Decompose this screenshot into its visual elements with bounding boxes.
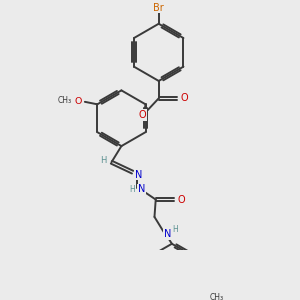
Text: H: H bbox=[100, 157, 107, 166]
Text: N: N bbox=[138, 184, 145, 194]
Text: CH₃: CH₃ bbox=[209, 293, 224, 300]
Text: Br: Br bbox=[153, 3, 164, 13]
Text: O: O bbox=[177, 194, 185, 205]
Text: N: N bbox=[135, 170, 142, 180]
Text: H: H bbox=[130, 185, 136, 194]
Text: N: N bbox=[164, 229, 171, 239]
Text: H: H bbox=[172, 225, 178, 234]
Text: O: O bbox=[75, 97, 82, 106]
Text: CH₃: CH₃ bbox=[57, 96, 71, 105]
Text: O: O bbox=[138, 110, 146, 120]
Text: O: O bbox=[181, 93, 188, 103]
